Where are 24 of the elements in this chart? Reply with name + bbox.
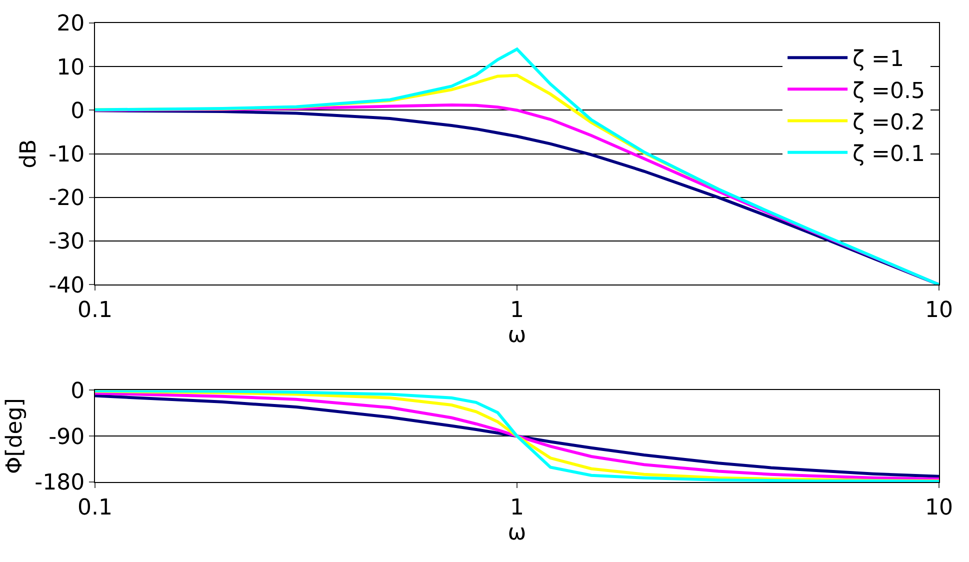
y-tick-label: -180 (34, 470, 85, 496)
y-tick-label: -40 (48, 273, 85, 298)
x-tick-label: 0.1 (78, 298, 112, 324)
legend-label: ζ =0.1 (852, 142, 925, 167)
y-tick-label: -90 (48, 424, 85, 450)
y-tick-label: 20 (56, 12, 85, 37)
legend-label: ζ =1 (852, 47, 904, 72)
y-tick-label: -30 (48, 230, 85, 255)
y-axis-title: dB (16, 139, 42, 168)
y-tick-label: -20 (48, 186, 85, 212)
legend-label: ζ =0.5 (852, 78, 925, 104)
y-tick-label: 0 (70, 98, 85, 124)
x-tick-label: 10 (925, 495, 953, 520)
x-axis-title: ω (508, 323, 526, 348)
y-tick-label: -10 (48, 142, 85, 168)
y-tick-label: 10 (56, 55, 85, 80)
x-tick-label: 1 (510, 298, 524, 324)
x-axis-title: ω (508, 520, 526, 546)
x-tick-label: 10 (925, 298, 953, 324)
y-tick-label: 0 (70, 378, 85, 404)
legend-label: ζ =0.2 (852, 110, 925, 136)
x-tick-label: 0.1 (78, 495, 112, 520)
y-axis-title: Φ[deg] (2, 398, 28, 474)
x-tick-label: 1 (510, 495, 524, 520)
